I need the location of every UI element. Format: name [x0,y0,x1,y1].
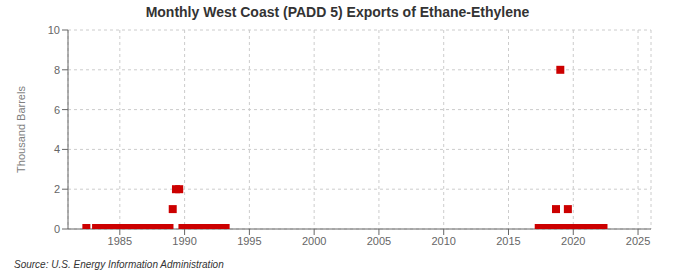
svg-text:1990: 1990 [172,235,196,247]
svg-text:4: 4 [54,143,60,155]
svg-text:8: 8 [54,64,60,76]
svg-text:2000: 2000 [302,235,326,247]
svg-text:6: 6 [54,104,60,116]
svg-text:2025: 2025 [626,235,650,247]
html-text:Source: U.S. Energy Informatio: Source: U.S. Energy Information Administ… [14,259,224,270]
svg-text:2020: 2020 [561,235,585,247]
svg-text:2010: 2010 [431,235,455,247]
svg-text:Thousand Barrels: Thousand Barrels [15,86,27,173]
svg-text:1985: 1985 [108,235,132,247]
html-text:Monthly West Coast (PADD 5) Ex: Monthly West Coast (PADD 5) Exports of E… [145,4,530,20]
svg-text:0: 0 [54,223,60,235]
svg-text:2005: 2005 [367,235,391,247]
svg-text:1995: 1995 [237,235,261,247]
svg-text:10: 10 [48,24,60,36]
svg-text:2: 2 [54,183,60,195]
svg-text:2015: 2015 [496,235,520,247]
